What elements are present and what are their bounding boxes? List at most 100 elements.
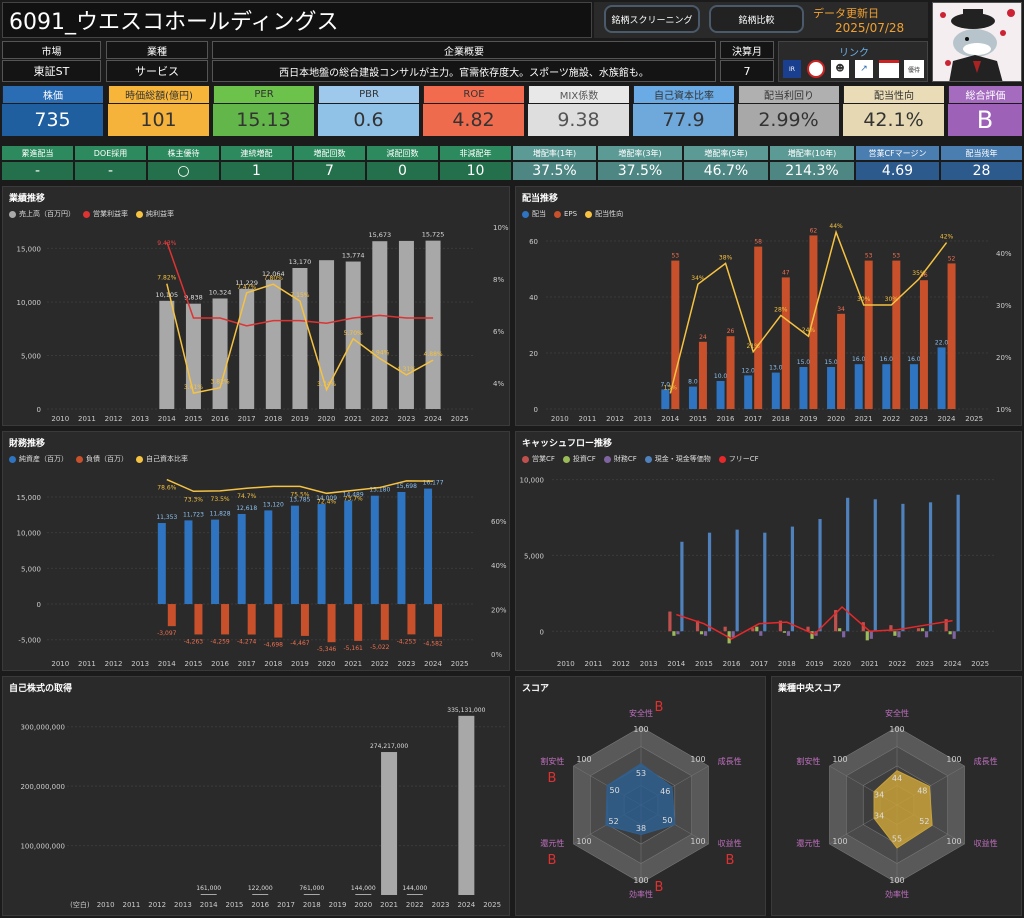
debt-bar — [247, 604, 256, 635]
market-value: 東証ST — [2, 60, 101, 82]
metric-label: ROE — [423, 86, 524, 103]
industry-label: 業種 — [106, 41, 208, 59]
radar-axis-label: 安全性 — [629, 708, 653, 718]
link-icon-yutai[interactable]: 優待 — [904, 60, 924, 78]
radar-max-label: 100 — [690, 755, 705, 764]
radar-axis-label: 成長性 — [718, 756, 742, 766]
net-margin-label: 3.82% — [211, 379, 230, 386]
div-label: 16.0 — [907, 356, 921, 363]
jisha-x-tick: 2016 — [251, 901, 269, 909]
metric-label: 総合評価 — [948, 86, 1022, 103]
zaimu-x-tick: 2021 — [344, 660, 362, 668]
radar-value: 38 — [636, 824, 646, 833]
cf-x-tick: 2022 — [888, 660, 906, 668]
radar-value: 52 — [609, 817, 619, 826]
payout-label: 30% — [885, 296, 899, 303]
radar-value: 53 — [636, 769, 646, 778]
link-icon-irbank[interactable]: IR — [783, 60, 801, 78]
fincf-bar — [703, 631, 708, 636]
div-label: 15.0 — [797, 359, 811, 366]
payout-label: 44% — [829, 223, 843, 230]
op-margin-line — [166, 241, 434, 327]
screening-button[interactable]: 銘柄スクリーニング — [604, 5, 700, 33]
sales-bar — [212, 298, 228, 409]
link-icon-chart[interactable]: ↗ — [855, 60, 873, 78]
cf-panel: キャッシュフロー推移 営業CF 投資CF 財務CF 現金・現金等価物 フリーCF… — [515, 431, 1022, 671]
jisha-bar — [200, 894, 217, 895]
legend-fcf: フリーCF — [728, 455, 759, 463]
equity-bar — [370, 495, 379, 605]
legend-opcf: 営業CF — [532, 455, 555, 463]
gyoseki-x-tick: 2010 — [51, 415, 69, 423]
link-icon-minkabu[interactable]: ☻ — [831, 60, 849, 78]
debt-label: -5,346 — [317, 646, 337, 653]
net-margin-label: 3.61% — [184, 384, 203, 391]
zaimu-title: 財務推移 — [9, 439, 46, 449]
stat-label: 非減配年 — [440, 146, 511, 160]
haito-x-tick: 2021 — [855, 415, 873, 423]
sales-bar — [425, 240, 441, 409]
jisha-label: 274,217,000 — [370, 743, 408, 750]
legend-equity: 純資産（百万） — [19, 455, 68, 463]
div-label: 16.0 — [880, 356, 894, 363]
eps-label: 52 — [948, 255, 956, 262]
cf-x-tick: 2014 — [667, 660, 685, 668]
invcf-bar — [948, 631, 952, 635]
radar-axis-label: 安全性 — [885, 708, 909, 718]
haito-chart: 0 20 40 60 10% 20% 30% 40% 2010 2011 2012 2013 2014 2… — [529, 223, 1012, 423]
link-icon-kabutan[interactable] — [807, 60, 825, 78]
ratio-label: 73.3% — [184, 496, 203, 503]
jisha-label: 122,000 — [248, 885, 273, 892]
sales-bar — [398, 240, 414, 409]
equity-label: 15,698 — [396, 483, 417, 490]
fiscal-value: 7 — [720, 60, 774, 82]
haito-x-tick: 2015 — [689, 415, 707, 423]
radar-axis-label: 効率性 — [629, 889, 653, 899]
zaimu-x-tick: 2015 — [185, 660, 203, 668]
div-bar — [716, 381, 725, 409]
sales-label: 11,229 — [235, 279, 258, 287]
stat-label: DOE採用 — [75, 146, 146, 160]
legend-div: 配当 — [532, 210, 546, 218]
invcf-bar — [893, 631, 897, 636]
radar-value: 50 — [662, 816, 672, 825]
gyoseki-x-tick: 2016 — [211, 415, 229, 423]
link-icon-sbi[interactable] — [879, 60, 899, 78]
gyoseki-x-tick: 2012 — [105, 415, 123, 423]
zaimu-x-tick: 2012 — [105, 660, 123, 668]
eps-label: 62 — [810, 227, 818, 234]
jisha-x-tick: 2014 — [200, 901, 218, 909]
radar-max-label: 100 — [889, 876, 904, 885]
update-date: 2025/07/28 — [835, 21, 905, 35]
stat-value: 4.69 — [856, 162, 939, 180]
net-margin-label: 4.94% — [370, 350, 389, 357]
sales-bar — [185, 303, 201, 409]
div-label: 16.0 — [852, 356, 866, 363]
zaimu-x-tick: 2022 — [371, 660, 389, 668]
jisha-bar — [458, 715, 475, 895]
gyoseki-y-tick: 5,000 — [21, 352, 41, 360]
equity-label: 14,009 — [316, 495, 337, 502]
payout-label: 34% — [691, 275, 705, 282]
zaimu-x-tick: 2025 — [451, 660, 469, 668]
zaimu-y-tick: 5,000 — [21, 565, 41, 573]
cf-y-tick: 10,000 — [520, 477, 545, 485]
eps-label: 47 — [782, 269, 790, 276]
payout-label: 13% — [664, 384, 678, 391]
radar-axis-label: 還元性 — [796, 838, 820, 848]
div-bar — [744, 375, 753, 409]
sales-label: 10,105 — [155, 291, 178, 299]
radar-axis-label: 収益性 — [718, 838, 742, 848]
haito-x-tick: 2018 — [772, 415, 790, 423]
haito-x-tick: 2023 — [910, 415, 928, 423]
metric-label: 自己資本比率 — [633, 86, 734, 103]
haito-panel: 配当推移 配当 EPS 配当性向 0 20 40 60 10% 20% 30% 40% 2010… — [515, 186, 1022, 426]
compare-button[interactable]: 銘柄比較 — [709, 5, 804, 33]
cf-x-tick: 2018 — [778, 660, 796, 668]
legend-payout: 配当性向 — [595, 210, 624, 218]
debt-label: -4,698 — [264, 642, 284, 649]
sales-bar — [292, 268, 308, 409]
radar-value: 50 — [610, 786, 620, 795]
cf-legend: 営業CF 投資CF 財務CF 現金・現金等価物 フリーCF — [522, 454, 759, 464]
